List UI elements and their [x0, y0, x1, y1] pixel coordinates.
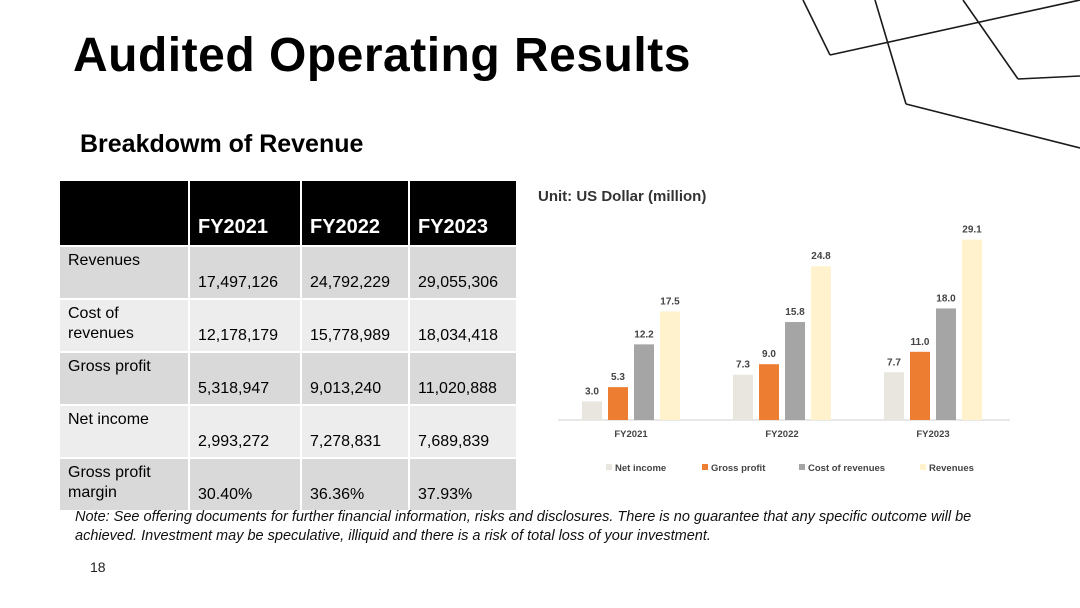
table-cell: 5,318,947: [188, 351, 302, 406]
section-subtitle: Breakdowm of Revenue: [80, 130, 364, 158]
table-cell: 7,689,839: [408, 404, 518, 459]
table-header-cell: [58, 179, 190, 247]
row-label: Net income: [58, 404, 190, 459]
data-label: 9.0: [762, 349, 776, 360]
legend-label: Revenues: [929, 463, 974, 474]
table-cell: 12,178,179: [188, 298, 302, 353]
row-label: Gross profit: [58, 351, 190, 406]
data-label: 29.1: [962, 225, 982, 236]
data-label: 5.3: [611, 372, 625, 383]
table-cell: 2,993,272: [188, 404, 302, 459]
data-label: 7.7: [887, 357, 901, 368]
bar-revenues: [660, 311, 680, 420]
table-row: Revenues 17,497,126 24,792,229 29,055,30…: [58, 245, 518, 300]
table-header-cell: FY2023: [408, 179, 518, 247]
disclaimer-note: Note: See offering documents for further…: [75, 509, 972, 544]
data-label: 12.2: [634, 329, 654, 340]
table-header-row: FY2021 FY2022 FY2023: [58, 179, 518, 247]
legend-swatch: [799, 464, 805, 470]
legend-label: Cost of revenues: [808, 463, 885, 474]
row-label: Revenues: [58, 245, 190, 300]
table-cell: 24,792,229: [300, 245, 410, 300]
table-cell: 11,020,888: [408, 351, 518, 406]
table-cell: 17,497,126: [188, 245, 302, 300]
x-tick-label: FY2021: [614, 429, 648, 440]
bar-cost-of-revenues: [936, 308, 956, 420]
data-label: 24.8: [811, 251, 831, 262]
table-row: Gross profit 5,318,947 9,013,240 11,020,…: [58, 351, 518, 406]
legend-swatch: [920, 464, 926, 470]
legend-label: Gross profit: [711, 463, 766, 474]
bar-net-income: [733, 374, 753, 420]
bar-gross-profit: [910, 351, 930, 420]
table-cell: 36.36%: [300, 457, 410, 512]
page-number: 18: [90, 559, 106, 575]
data-label: 7.3: [736, 360, 750, 371]
bar-cost-of-revenues: [785, 322, 805, 420]
table-cell: 15,778,989: [300, 298, 410, 353]
x-tick-label: FY2022: [765, 429, 798, 440]
page-title: Audited Operating Results: [73, 29, 691, 82]
bar-gross-profit: [608, 387, 628, 420]
legend-label: Net income: [615, 463, 666, 474]
data-label: 15.8: [785, 307, 805, 318]
legend-swatch: [606, 464, 612, 470]
bar-net-income: [582, 401, 602, 420]
revenue-bar-chart: 3.0 5.3 12.2 17.5 FY2021 7.3 9.0 15.8 24.8 FY2022…: [558, 225, 1010, 474]
table-cell: 9,013,240: [300, 351, 410, 406]
bar-cost-of-revenues: [634, 344, 654, 420]
row-label: Gross profit margin: [58, 457, 190, 512]
data-label: 18.0: [936, 293, 956, 304]
table-row: Net income 2,993,272 7,278,831 7,689,839: [58, 404, 518, 459]
table-header-cell: FY2022: [300, 179, 410, 247]
row-label: Cost of revenues: [58, 298, 190, 353]
legend-swatch: [702, 464, 708, 470]
bar-revenues: [962, 239, 982, 420]
table-row: Cost of revenues 12,178,179 15,778,989 1…: [58, 298, 518, 353]
table-cell: 30.40%: [188, 457, 302, 512]
table-row: Gross profit margin 30.40% 36.36% 37.93%: [58, 457, 518, 512]
data-label: 11.0: [911, 337, 930, 348]
table-header-cell: FY2021: [188, 179, 302, 247]
chart-unit-label: Unit: US Dollar (million): [538, 188, 707, 205]
bar-net-income: [884, 372, 904, 420]
table-cell: 7,278,831: [300, 404, 410, 459]
data-label: 3.0: [585, 386, 599, 397]
table-cell: 37.93%: [408, 457, 518, 512]
revenue-table: FY2021 FY2022 FY2023 Revenues 17,497,126…: [58, 179, 518, 512]
table-cell: 29,055,306: [408, 245, 518, 300]
table-cell: 18,034,418: [408, 298, 518, 353]
x-tick-label: FY2023: [916, 429, 949, 440]
bar-gross-profit: [759, 364, 779, 420]
bar-revenues: [811, 266, 831, 420]
data-label: 17.5: [660, 297, 680, 308]
